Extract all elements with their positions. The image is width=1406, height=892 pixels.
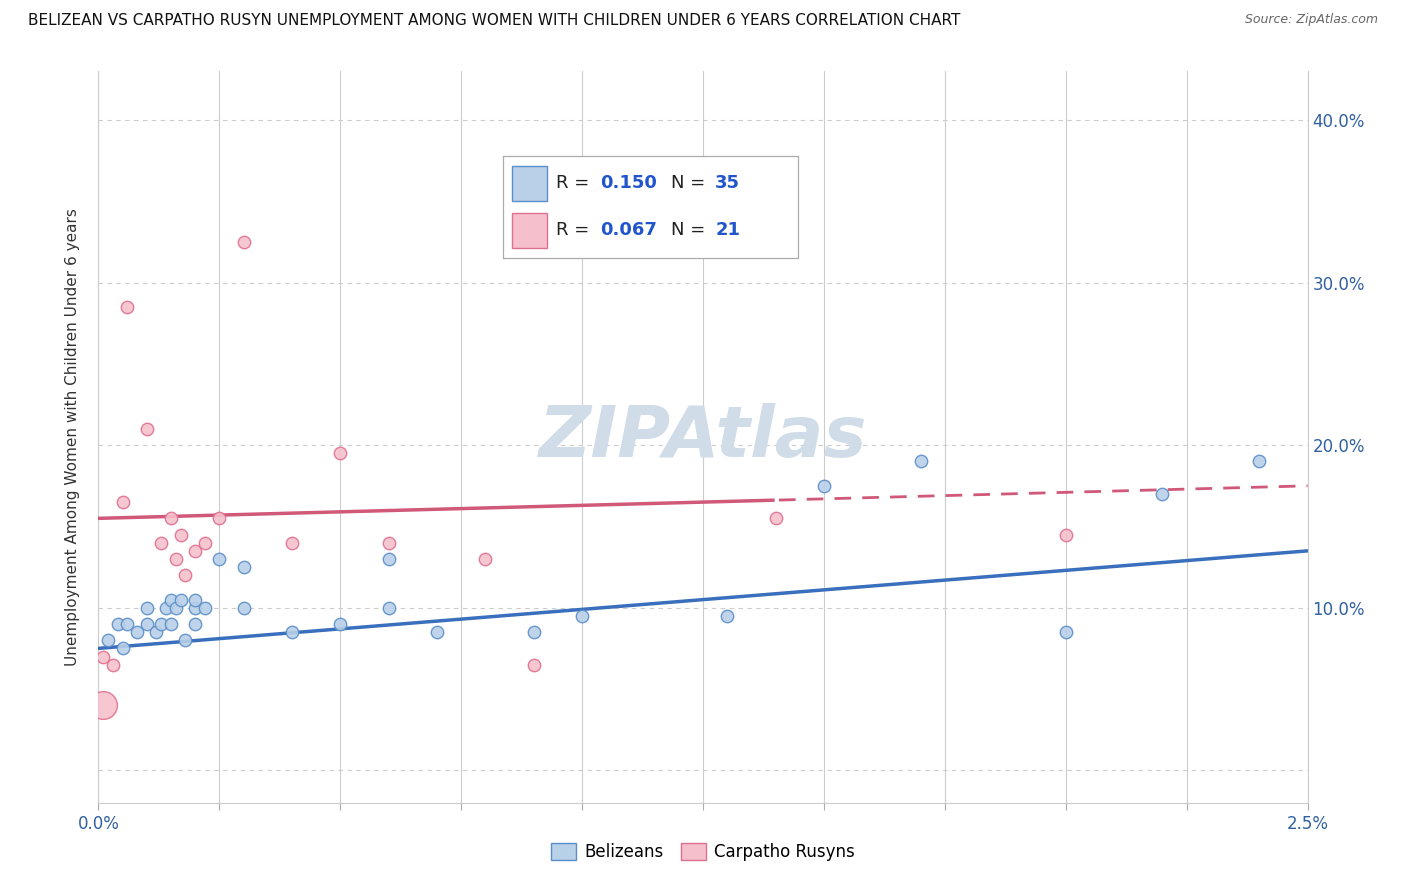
Point <box>1054 527 1077 541</box>
Point <box>117 300 139 314</box>
Text: BELIZEAN VS CARPATHO RUSYN UNEMPLOYMENT AMONG WOMEN WITH CHILDREN UNDER 6 YEARS : BELIZEAN VS CARPATHO RUSYN UNEMPLOYMENT … <box>28 13 960 29</box>
Point <box>169 527 191 541</box>
FancyBboxPatch shape <box>512 213 547 248</box>
Point <box>232 560 254 574</box>
Text: ZIPAtlas: ZIPAtlas <box>538 402 868 472</box>
Point <box>1249 454 1271 468</box>
Point <box>523 625 546 640</box>
Y-axis label: Unemployment Among Women with Children Under 6 years: Unemployment Among Women with Children U… <box>65 208 80 666</box>
Point <box>184 592 207 607</box>
Point <box>329 617 352 632</box>
Legend: Belizeans, Carpatho Rusyns: Belizeans, Carpatho Rusyns <box>544 836 862 868</box>
Point <box>160 617 183 632</box>
Point <box>184 617 207 632</box>
Text: R =: R = <box>555 221 595 239</box>
Point <box>91 698 114 713</box>
Point <box>174 568 197 582</box>
Point <box>208 552 231 566</box>
Point <box>377 600 399 615</box>
Point <box>208 511 231 525</box>
Point <box>91 649 114 664</box>
Point <box>165 600 187 615</box>
Point <box>194 535 217 549</box>
Point <box>813 479 835 493</box>
Point <box>111 641 134 656</box>
Point <box>97 633 120 648</box>
Point <box>281 625 304 640</box>
Point <box>165 552 187 566</box>
Point <box>155 600 177 615</box>
Text: N =: N = <box>671 221 711 239</box>
Point <box>135 600 157 615</box>
Point <box>329 446 352 460</box>
Text: 0.067: 0.067 <box>600 221 657 239</box>
Point <box>111 495 134 509</box>
Text: 21: 21 <box>716 221 740 239</box>
Point <box>107 617 129 632</box>
Text: 35: 35 <box>716 174 740 193</box>
Text: 0.150: 0.150 <box>600 174 657 193</box>
Point <box>571 608 593 623</box>
Point <box>135 617 157 632</box>
Point <box>101 657 124 672</box>
Point <box>194 600 217 615</box>
Point <box>474 552 496 566</box>
Point <box>184 544 207 558</box>
Point <box>117 617 139 632</box>
Point <box>135 422 157 436</box>
Point <box>1152 487 1174 501</box>
Point <box>145 625 167 640</box>
Point <box>232 235 254 249</box>
Point <box>426 625 449 640</box>
Point <box>377 535 399 549</box>
Point <box>174 633 197 648</box>
Text: R =: R = <box>555 174 595 193</box>
Point <box>150 535 173 549</box>
Point <box>281 535 304 549</box>
FancyBboxPatch shape <box>512 166 547 201</box>
Point <box>127 625 149 640</box>
Point <box>1054 625 1077 640</box>
Text: Source: ZipAtlas.com: Source: ZipAtlas.com <box>1244 13 1378 27</box>
Point <box>160 511 183 525</box>
Point <box>150 617 173 632</box>
Point <box>765 511 787 525</box>
Point <box>716 608 738 623</box>
Point <box>184 600 207 615</box>
Point <box>523 657 546 672</box>
Point <box>169 592 191 607</box>
Point <box>910 454 932 468</box>
Point <box>377 552 399 566</box>
Point <box>232 600 254 615</box>
Point <box>160 592 183 607</box>
Text: N =: N = <box>671 174 711 193</box>
